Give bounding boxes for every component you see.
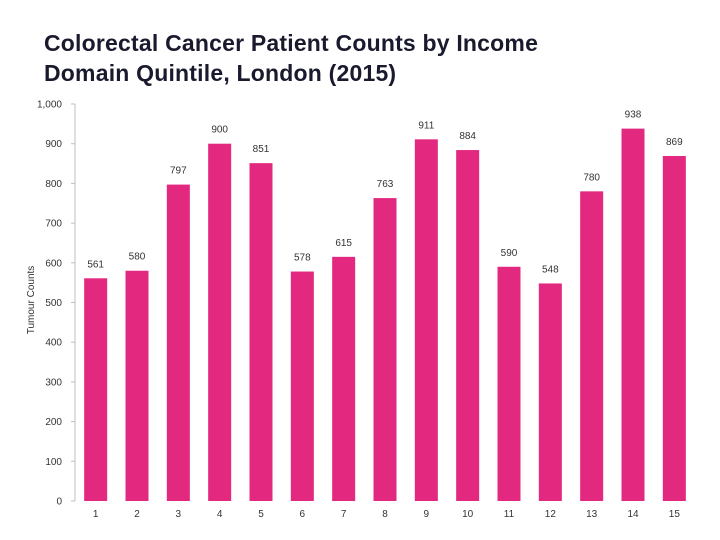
data-label: 548: [542, 264, 559, 275]
bar: [414, 139, 438, 501]
x-tick-label: 3: [176, 509, 182, 520]
x-tick-label: 9: [424, 509, 430, 520]
bar: [125, 270, 149, 501]
x-tick-label: 6: [300, 509, 306, 520]
bar: [208, 143, 232, 501]
x-tick-label: 15: [669, 509, 681, 520]
chart-title-line-1: Colorectal Cancer Patient Counts by Inco…: [44, 30, 539, 56]
y-tick-label: 800: [45, 179, 62, 190]
data-label: 590: [501, 248, 518, 259]
chart-title: Colorectal Cancer Patient Counts by Inco…: [44, 28, 684, 88]
bar: [538, 283, 562, 501]
data-label: 580: [129, 252, 146, 263]
x-tick-label: 14: [627, 509, 639, 520]
bar: [497, 266, 521, 501]
bar: [621, 128, 645, 501]
bar: [662, 156, 686, 501]
y-axis-label: Tumour Counts: [26, 266, 37, 335]
y-tick-label: 600: [45, 258, 62, 269]
data-label: 911: [418, 120, 434, 131]
x-axis: 1 2 3 4 5 6 7 8 9 10 11 12 13 14 15: [93, 509, 680, 520]
x-tick-label: 10: [462, 509, 474, 520]
y-tick-label: 300: [45, 377, 62, 388]
data-label: 561: [87, 259, 104, 270]
x-tick-label: 1: [93, 509, 99, 520]
x-tick-label: 13: [586, 509, 598, 520]
bar: [580, 191, 604, 501]
data-label: 797: [170, 166, 187, 177]
y-tick-label: 500: [45, 298, 62, 309]
bars: 561 580 797 900 851 578 615 763 911 884 590 548 780 9…: [84, 110, 686, 502]
data-label: 851: [253, 144, 270, 155]
x-tick-label: 12: [545, 509, 557, 520]
data-label: 615: [335, 238, 352, 249]
data-label: 578: [294, 253, 311, 264]
bar: [456, 150, 480, 501]
y-axis: 0 100 200 300 400 500 600 700 800 900 1,000: [37, 100, 75, 508]
x-tick-label: 11: [504, 509, 515, 520]
bar: [290, 271, 314, 501]
data-label: 869: [666, 137, 683, 148]
y-tick-label: 0: [56, 497, 62, 508]
bar: [84, 278, 108, 501]
y-tick-label: 700: [45, 219, 62, 230]
y-tick-label: 900: [45, 139, 62, 150]
chart-title-line-2: Domain Quintile, London (2015): [44, 60, 397, 86]
x-tick-label: 8: [382, 509, 388, 520]
x-tick-label: 5: [258, 509, 264, 520]
data-label: 938: [625, 110, 642, 121]
y-tick-label: 400: [45, 338, 62, 349]
data-label: 884: [459, 131, 476, 142]
y-tick-label: 1,000: [37, 100, 62, 111]
bar: [166, 184, 190, 501]
data-label: 900: [211, 125, 228, 136]
x-tick-label: 7: [341, 509, 347, 520]
y-tick-label: 200: [45, 417, 62, 428]
data-label: 763: [377, 179, 394, 190]
bar: [332, 256, 356, 501]
bar: [249, 163, 273, 501]
bar: [373, 198, 397, 502]
y-tick-label: 100: [45, 457, 62, 468]
x-tick-label: 2: [134, 509, 140, 520]
x-tick-label: 4: [217, 509, 223, 520]
data-label: 780: [583, 172, 600, 183]
